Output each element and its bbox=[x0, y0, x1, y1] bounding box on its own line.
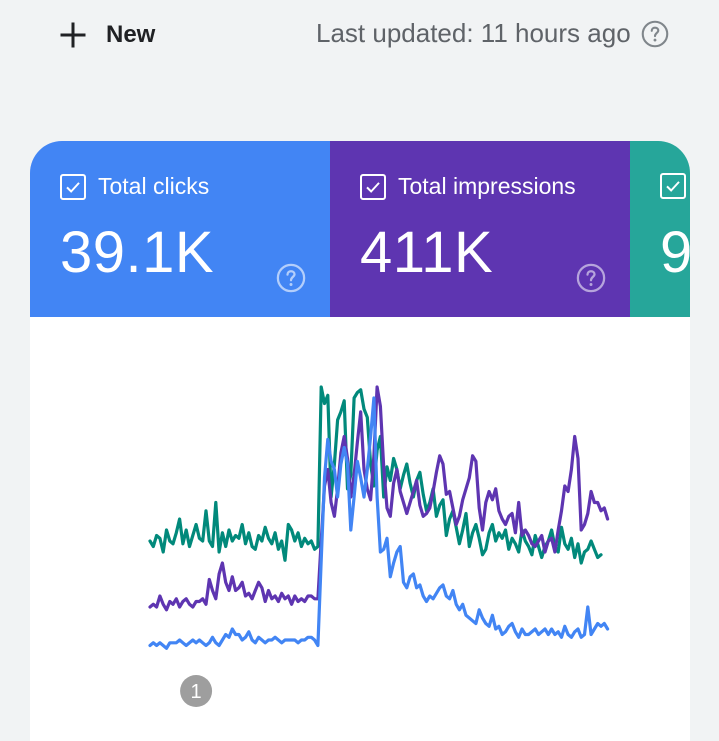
series-line-1 bbox=[148, 385, 610, 612]
checkbox-checked-icon[interactable] bbox=[360, 173, 386, 200]
question-circle-icon[interactable] bbox=[276, 263, 306, 293]
metric-tab-total-impressions[interactable]: Total impressions 411K bbox=[330, 141, 630, 317]
metric-value: 39.1K bbox=[60, 220, 215, 285]
top-bar: New Last updated: 11 hours ago bbox=[0, 0, 719, 72]
line-chart: 1 bbox=[148, 385, 610, 707]
performance-chart: 1 bbox=[30, 317, 690, 741]
metric-tab-third[interactable]: 9 bbox=[630, 141, 690, 317]
metric-tab-total-clicks[interactable]: Total clicks 39.1K bbox=[30, 141, 330, 317]
plus-icon bbox=[60, 22, 86, 48]
series-line-2 bbox=[148, 396, 610, 650]
annotation-label: 1 bbox=[191, 681, 202, 703]
metric-value: 411K bbox=[360, 220, 494, 285]
metric-label: Total clicks bbox=[98, 173, 210, 199]
checkbox-checked-icon[interactable] bbox=[660, 173, 686, 199]
new-button-label: New bbox=[106, 21, 156, 48]
metric-value: 9 bbox=[660, 220, 690, 285]
last-updated-text: Last updated: 11 hours ago bbox=[316, 18, 631, 48]
new-button[interactable]: New bbox=[58, 14, 155, 56]
performance-card: Total clicks 39.1K Total impressions 411… bbox=[30, 141, 690, 741]
metric-label: Total impressions bbox=[398, 173, 576, 199]
metric-header bbox=[660, 173, 686, 199]
metric-header: Total clicks bbox=[60, 173, 209, 200]
metric-tabs: Total clicks 39.1K Total impressions 411… bbox=[30, 141, 690, 317]
question-circle-icon[interactable] bbox=[576, 263, 606, 293]
annotation-marker[interactable]: 1 bbox=[180, 675, 213, 707]
last-updated: Last updated: 11 hours ago bbox=[316, 18, 669, 49]
metric-header: Total impressions bbox=[360, 173, 576, 200]
question-circle-icon[interactable] bbox=[641, 20, 669, 48]
checkbox-checked-icon[interactable] bbox=[60, 173, 86, 200]
